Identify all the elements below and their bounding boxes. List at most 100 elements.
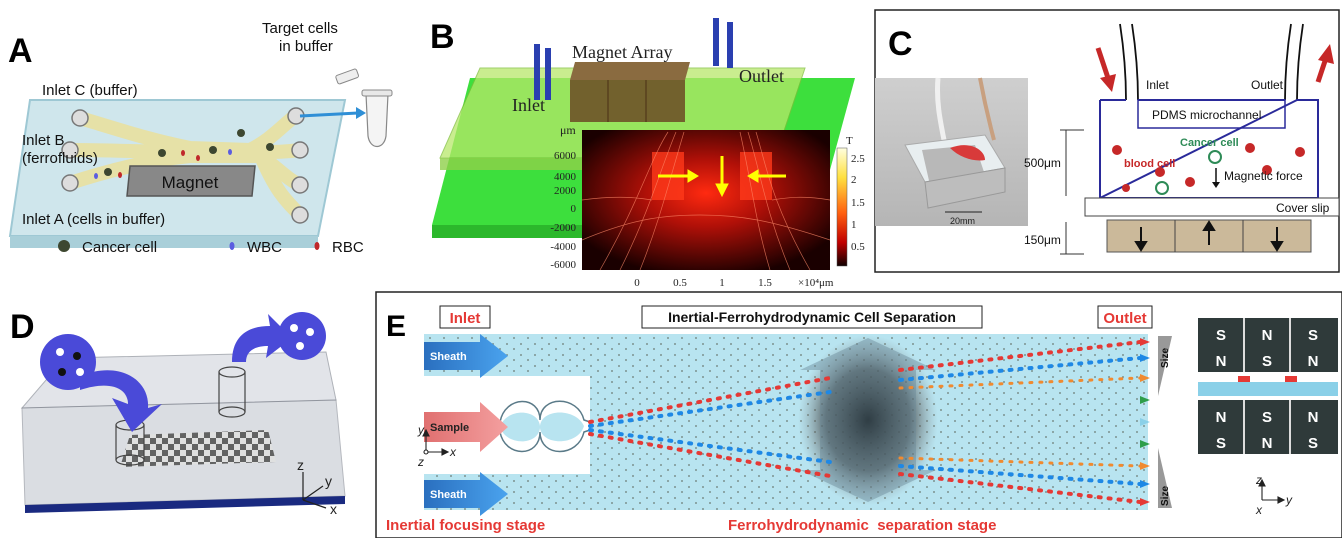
c-cover-slip-label: Cover slip	[1276, 201, 1330, 215]
d-axes	[302, 472, 327, 509]
sample-label: Sample	[430, 422, 469, 434]
b-y-unit: μm	[560, 123, 576, 137]
target-arrow-head	[356, 107, 366, 119]
c-inlet-label: Inlet	[1146, 78, 1169, 92]
e-outlet-label: Outlet	[1103, 310, 1146, 327]
outflow-bubble	[278, 312, 326, 360]
b-xtick-05: 0.5	[673, 277, 687, 289]
panel-d-letter: D	[10, 308, 35, 346]
b-ytick-0: 0	[571, 203, 577, 215]
panel-a-letter: A	[8, 32, 33, 70]
b-xtick-0: 0	[634, 277, 640, 289]
sheath-bottom-arrow	[424, 472, 508, 516]
magnet-configuration	[1198, 318, 1338, 454]
magnet-bottom-2-upper: S	[1262, 409, 1272, 426]
device-photo: 20mm	[875, 77, 1028, 226]
serpentine-channel	[424, 400, 591, 453]
sheath-top-arrow	[424, 334, 508, 378]
outflow-arrow	[232, 314, 292, 362]
serpentine-fill	[500, 412, 584, 442]
legend-cancer-marker	[58, 240, 70, 252]
legend-wbc: WBC	[247, 239, 282, 256]
c-pdms-label: PDMS microchannel	[1152, 108, 1261, 122]
b-ctick-25: 2.5	[851, 153, 865, 165]
sheath-bottom-label: Sheath	[430, 489, 467, 501]
d-axis-x: x	[330, 501, 337, 517]
field-double-arrow	[800, 338, 936, 502]
collection-tube	[335, 68, 393, 148]
magnet-array-label: Magnet Array	[572, 42, 672, 62]
target-arrow	[299, 111, 359, 118]
legend-wbc-marker	[229, 242, 235, 250]
magnet-top-2-upper: N	[1262, 327, 1273, 344]
b-outlet-label: Outlet	[739, 66, 784, 86]
inlet-b-line2: (ferrofluids)	[22, 150, 98, 167]
panel-b: B Magnet Array Inlet Outlet	[430, 18, 865, 289]
b-ytick-m6000: -6000	[550, 259, 576, 271]
magnet-top-2-lower: S	[1262, 353, 1272, 370]
chip-edge	[10, 236, 318, 248]
c-magnetic-force-label: Magnetic force	[1224, 169, 1303, 183]
b-colorbar-unit: T	[846, 135, 853, 147]
magnet-array	[570, 62, 690, 122]
b-ctick-2: 2	[851, 174, 857, 186]
panel-c: C 20mm	[874, 9, 1340, 273]
b-ytick-m2000: -2000	[550, 222, 576, 234]
magnet-bottom-3-upper: N	[1308, 409, 1319, 426]
b-ytick-6000: 6000	[554, 150, 577, 162]
magnet-top-3-upper: S	[1308, 327, 1318, 344]
magnet-bottom-3-lower: S	[1308, 435, 1318, 452]
inlet-c-label: Inlet C (buffer)	[42, 82, 138, 99]
box-bottom-edge	[25, 496, 345, 513]
c-outlet-label: Outlet	[1251, 78, 1284, 92]
stage-right-label: Ferrohydrodynamic separation stage	[728, 517, 996, 534]
inflow-bubble	[40, 334, 96, 390]
b-ytick-4000: 4000	[554, 171, 577, 183]
panel-c-letter: C	[888, 25, 913, 63]
magnet-label: Magnet	[162, 173, 219, 192]
b-inlet-label: Inlet	[512, 95, 545, 115]
size-wedge-bottom	[1158, 448, 1172, 508]
c-dim-150: 150μm	[1024, 233, 1061, 247]
c-schematic	[1060, 23, 1340, 255]
sheath-top-label: Sheath	[430, 351, 467, 363]
inlet-a-label: Inlet A (cells in buffer)	[22, 211, 165, 228]
b-ctick-15: 1.5	[851, 197, 865, 209]
inlet-holes	[61, 107, 309, 224]
b-ytick-2000: 2000	[554, 185, 577, 197]
e-right-axis-x: x	[1255, 503, 1263, 517]
b-ytick-m4000: -4000	[550, 241, 576, 253]
e-left-axis-x: x	[449, 445, 457, 459]
e-title: Inertial-Ferrohydrodynamic Cell Separati…	[668, 309, 956, 325]
panel-a-legend: Cancer cell WBC RBC	[58, 239, 364, 256]
panel-b-letter: B	[430, 18, 455, 56]
inflow-arrow	[80, 370, 162, 432]
e-inlet-label: Inlet	[450, 310, 481, 327]
e-left-axis-y: y	[417, 423, 425, 437]
e-left-axes	[422, 428, 450, 456]
legend-rbc-marker	[314, 242, 320, 250]
b-x-ticks: 0 0.5 1 1.5	[634, 277, 772, 289]
b-x-unit: ×10⁴μm	[798, 277, 834, 289]
e-right-axis-z: z	[1255, 473, 1262, 487]
magnet-bottom-1-lower: S	[1216, 435, 1226, 452]
stage-left-label: Inertial focusing stage	[386, 517, 545, 534]
e-title-box	[641, 305, 983, 329]
e-outlet-box	[1097, 305, 1153, 329]
inlet-tubes	[534, 18, 733, 100]
size-label-bottom: Size	[1160, 486, 1171, 506]
e-inlet-box	[439, 305, 491, 329]
channel-network	[63, 109, 307, 222]
e-right-axis-y: y	[1285, 493, 1293, 507]
c-blood-cell-label: blood cell	[1124, 158, 1175, 170]
size-wedge-top	[1158, 336, 1172, 396]
e-left-axis-z: z	[417, 455, 424, 469]
e-right-axes	[1258, 478, 1286, 504]
size-label-top: Size	[1160, 348, 1171, 368]
magnet-bottom-2-lower: N	[1262, 435, 1273, 452]
d-axis-y: y	[325, 473, 332, 489]
b-xtick-15: 1.5	[758, 277, 772, 289]
magnet-top-1-upper: S	[1216, 327, 1226, 344]
target-cells-line1: Target cells	[262, 20, 338, 37]
checker-board	[120, 430, 276, 467]
